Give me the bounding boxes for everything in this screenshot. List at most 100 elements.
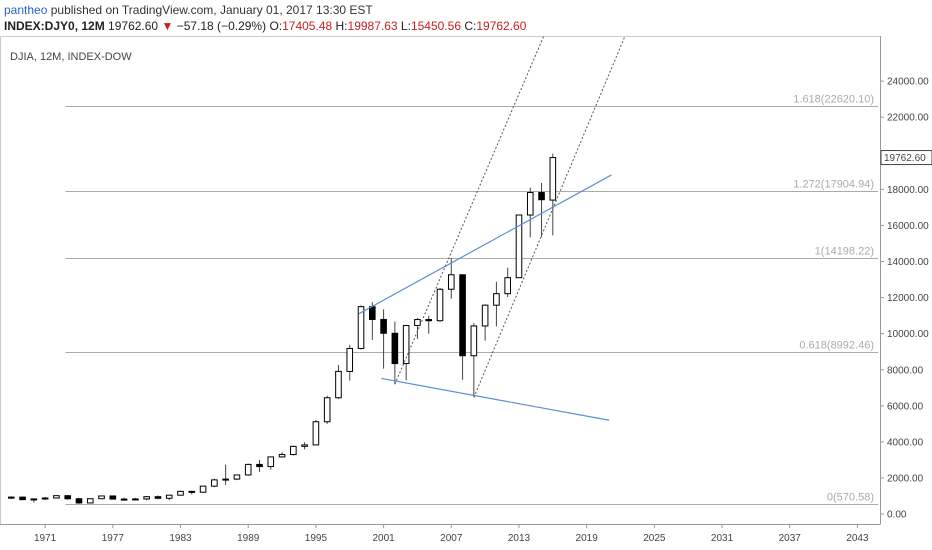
close-label: C: bbox=[464, 19, 477, 33]
candle[interactable] bbox=[132, 497, 139, 501]
publish-info: published on TradingView.com, January 01… bbox=[50, 3, 373, 17]
candle-body-up bbox=[526, 192, 534, 216]
trendlines[interactable] bbox=[358, 36, 626, 421]
candle[interactable] bbox=[414, 317, 421, 339]
trendline[interactable] bbox=[381, 377, 610, 421]
candle-body-up bbox=[86, 498, 94, 504]
candle[interactable] bbox=[425, 315, 433, 334]
candle-body-down bbox=[391, 332, 399, 365]
candle[interactable] bbox=[154, 495, 162, 500]
candle[interactable] bbox=[199, 485, 207, 493]
y-tick-label: 6000.00 bbox=[887, 401, 924, 412]
y-axis[interactable]: 0.00 2000.00 4000.00 6000.00 8000.00 10000.00… bbox=[880, 77, 932, 521]
candle[interactable] bbox=[75, 498, 83, 504]
candle-body-up bbox=[436, 288, 444, 322]
price-chart[interactable]: 1.618(22620.10) 1.272(17904.94) 1(14198.22… bbox=[0, 36, 932, 550]
candle-body-up bbox=[447, 274, 455, 290]
publish-line: pantheo published on TradingView.com, Ja… bbox=[4, 3, 373, 17]
candle[interactable] bbox=[402, 324, 410, 381]
y-tick-label: 4000.00 bbox=[887, 437, 924, 448]
x-tick-label: 2025 bbox=[643, 533, 666, 544]
candle[interactable] bbox=[211, 478, 218, 488]
candle-body-up bbox=[143, 496, 150, 500]
candle[interactable] bbox=[481, 304, 489, 341]
candle[interactable] bbox=[7, 496, 15, 500]
candle[interactable] bbox=[380, 309, 387, 369]
candle[interactable] bbox=[41, 496, 49, 500]
candle[interactable] bbox=[98, 495, 105, 500]
close-value: 19762.60 bbox=[476, 19, 527, 33]
high-value: 19987.63 bbox=[347, 19, 398, 33]
candle[interactable] bbox=[244, 463, 252, 476]
author-link[interactable]: pantheo bbox=[4, 3, 48, 17]
candle[interactable] bbox=[19, 496, 26, 501]
candle[interactable] bbox=[30, 498, 38, 503]
candle[interactable] bbox=[278, 452, 286, 458]
candle[interactable] bbox=[177, 490, 184, 496]
candle[interactable] bbox=[459, 274, 466, 380]
candle[interactable] bbox=[86, 498, 94, 504]
candles[interactable] bbox=[7, 153, 557, 504]
candle-body-up bbox=[233, 474, 241, 480]
y-tick-label: 22000.00 bbox=[887, 113, 929, 124]
candle-body-up bbox=[199, 485, 207, 493]
candle[interactable] bbox=[470, 323, 478, 398]
candle-body-up bbox=[301, 444, 308, 447]
candle-body-down bbox=[538, 192, 545, 201]
candle-body-down bbox=[256, 463, 263, 468]
candle[interactable] bbox=[109, 495, 117, 500]
candle-body-up bbox=[41, 497, 49, 500]
candle[interactable] bbox=[346, 344, 354, 381]
candle[interactable] bbox=[312, 419, 320, 446]
candle[interactable] bbox=[504, 267, 511, 298]
candle-body-up bbox=[335, 370, 342, 399]
x-axis[interactable]: 1971 1977 1983 1989 1995 2001 2007 2013 2019 2025… bbox=[34, 524, 869, 544]
candle[interactable] bbox=[447, 257, 455, 299]
last-price-tag-label: 19762.60 bbox=[884, 153, 926, 164]
pitchfork-line[interactable] bbox=[394, 36, 545, 385]
candle[interactable] bbox=[120, 497, 128, 501]
candle[interactable] bbox=[335, 365, 342, 399]
candle-body-down bbox=[154, 496, 162, 499]
candle[interactable] bbox=[188, 490, 196, 495]
y-tick-label: 18000.00 bbox=[887, 185, 929, 196]
candle[interactable] bbox=[222, 464, 229, 485]
candle[interactable] bbox=[64, 495, 71, 500]
candle[interactable] bbox=[323, 395, 331, 424]
candle[interactable] bbox=[493, 281, 500, 327]
x-tick-label: 1977 bbox=[102, 533, 125, 544]
fib-level-label: 1(14198.22) bbox=[815, 246, 874, 258]
candle-body-down bbox=[188, 490, 196, 493]
y-tick-label: 2000.00 bbox=[887, 473, 924, 484]
candle-body-up bbox=[402, 324, 410, 365]
candle[interactable] bbox=[549, 153, 557, 236]
x-tick-label: 1971 bbox=[34, 533, 57, 544]
pitchfork-line[interactable] bbox=[473, 36, 626, 398]
candle[interactable] bbox=[233, 474, 241, 481]
candle[interactable] bbox=[53, 495, 60, 499]
chart-area[interactable]: 1.618(22620.10) 1.272(17904.94) 1(14198.22… bbox=[0, 36, 932, 550]
candle[interactable] bbox=[290, 445, 297, 456]
ohlc-legend: INDEX:DJY0, 12M 19762.60 ▼ −57.18 (−0.29… bbox=[4, 19, 526, 33]
candle-body-down bbox=[459, 274, 466, 357]
candle[interactable] bbox=[267, 456, 275, 470]
trendline[interactable] bbox=[358, 174, 612, 315]
candle-body-up bbox=[357, 306, 365, 349]
candle[interactable] bbox=[165, 494, 173, 501]
candle[interactable] bbox=[436, 288, 444, 322]
candle[interactable] bbox=[301, 442, 308, 450]
candle-body-down bbox=[75, 498, 83, 504]
candle[interactable] bbox=[526, 187, 534, 238]
candle-body-up bbox=[244, 463, 252, 476]
candle[interactable] bbox=[538, 183, 545, 237]
candle-body-up bbox=[323, 397, 331, 423]
candle[interactable] bbox=[143, 496, 150, 501]
candle-body-up bbox=[278, 454, 286, 458]
candle[interactable] bbox=[391, 321, 399, 385]
candle[interactable] bbox=[256, 459, 263, 472]
candle-body-up bbox=[481, 304, 489, 327]
candle-body-up bbox=[549, 157, 557, 201]
down-arrow-icon: ▼ bbox=[161, 19, 174, 33]
last-price-tag bbox=[880, 150, 932, 166]
candle-body-up bbox=[222, 478, 229, 481]
